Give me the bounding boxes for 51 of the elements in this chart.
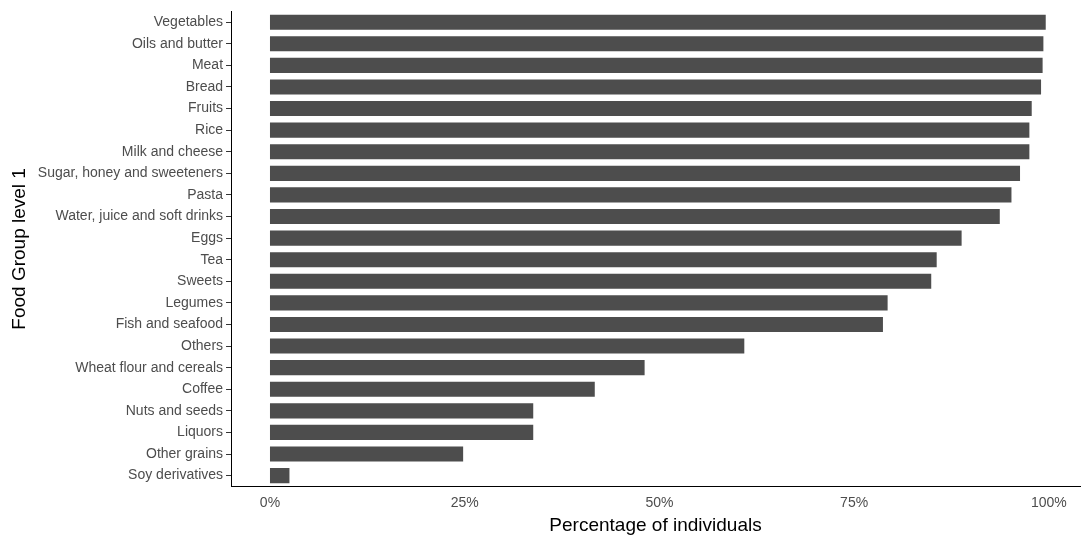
y-tick-label: Pasta <box>187 185 224 202</box>
bar <box>269 79 1042 95</box>
y-tick-label: Legumes <box>165 293 224 310</box>
y-tick-label: Sweets <box>177 272 224 289</box>
bar <box>269 446 464 462</box>
y-tick-label: Meat <box>191 56 224 73</box>
bar <box>269 424 534 440</box>
y-axis-title: Food Group level 1 <box>7 168 29 330</box>
bar <box>269 381 595 397</box>
x-tick-label: 75% <box>840 493 869 510</box>
y-tick-label: Milk and cheese <box>121 142 224 159</box>
bar <box>269 14 1046 30</box>
y-tick-label: Bread <box>185 77 224 94</box>
bar <box>269 338 745 354</box>
x-tick-label: 100% <box>1030 493 1067 510</box>
bar <box>269 36 1044 52</box>
bar <box>269 101 1032 117</box>
y-tick-label: Liquors <box>177 423 224 440</box>
y-tick-label: Tea <box>200 250 224 267</box>
bar <box>269 252 937 268</box>
bar <box>269 57 1043 73</box>
y-tick-label: Coffee <box>182 380 224 397</box>
x-tick-label: 50% <box>645 493 674 510</box>
y-tick-label: Oils and butter <box>131 34 224 51</box>
y-tick-label: Others <box>181 336 224 353</box>
x-axis-title: Percentage of individuals <box>549 513 762 535</box>
y-tick-label: Nuts and seeds <box>125 401 224 418</box>
y-tick-label: Water, juice and soft drinks <box>55 207 224 224</box>
bar <box>269 230 962 246</box>
y-tick-label: Other grains <box>145 444 224 461</box>
y-tick-label: Wheat flour and cereals <box>75 358 224 375</box>
y-tick-label: Sugar, honey and sweeteners <box>37 164 224 181</box>
y-tick-label: Eggs <box>191 228 224 245</box>
bar <box>269 403 534 419</box>
bar <box>269 468 290 484</box>
y-tick-label: Soy derivatives <box>128 466 224 483</box>
bar <box>269 165 1021 181</box>
bar <box>269 122 1030 138</box>
bar <box>269 316 883 333</box>
x-tick-label: 25% <box>450 493 479 510</box>
bar <box>269 187 1012 203</box>
bar <box>269 144 1030 160</box>
bar <box>269 295 888 311</box>
bar <box>269 208 1000 225</box>
y-tick-label: Fruits <box>188 99 224 116</box>
y-tick-label: Rice <box>195 121 224 138</box>
bar <box>269 273 932 289</box>
y-tick-label: Vegetables <box>153 13 224 30</box>
y-tick-label: Fish and seafood <box>115 315 224 332</box>
x-tick-label: 0% <box>259 493 281 510</box>
bar <box>269 360 645 376</box>
